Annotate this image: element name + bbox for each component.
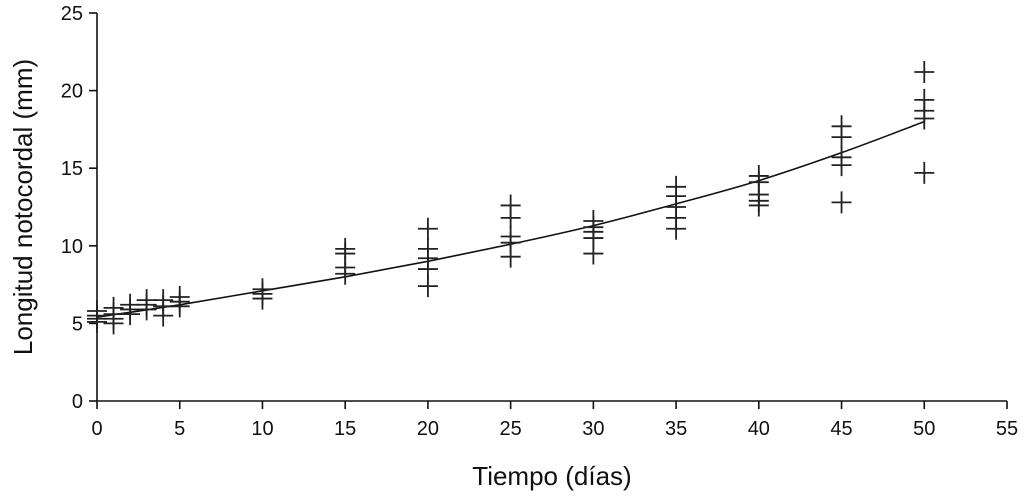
- data-point: [831, 191, 852, 214]
- data-point: [500, 245, 521, 268]
- x-tick-label: 30: [582, 418, 604, 440]
- x-tick-label: 55: [996, 418, 1018, 440]
- x-tick-label: 35: [665, 418, 687, 440]
- data-point: [583, 242, 604, 265]
- data-point: [87, 310, 107, 333]
- data-point: [914, 60, 935, 83]
- x-tick-label: 15: [334, 418, 356, 440]
- data-point: [748, 194, 769, 217]
- y-tick-label: 20: [61, 81, 83, 103]
- data-points: [87, 60, 935, 335]
- x-tick-label: 50: [913, 418, 935, 440]
- data-point: [831, 126, 852, 149]
- data-point: [417, 217, 438, 240]
- x-tick-label: 0: [91, 418, 102, 440]
- data-point: [335, 262, 356, 285]
- y-tick-label: 25: [61, 3, 83, 25]
- x-axis-title: Tiempo (días): [472, 461, 631, 491]
- data-point: [500, 206, 521, 229]
- x-tick-label: 45: [830, 418, 852, 440]
- data-point: [153, 304, 174, 327]
- y-ticks: 0 5 10 15 20 25: [61, 3, 97, 413]
- data-point: [417, 275, 438, 298]
- x-ticks: 0 5 10 15 20 25 30 35 40 45 50 55: [91, 401, 1018, 440]
- data-point: [914, 107, 935, 130]
- y-tick-label: 10: [61, 236, 83, 258]
- axes: [96, 13, 1007, 402]
- data-point: [103, 312, 124, 335]
- data-point: [666, 217, 687, 240]
- x-tick-label: 10: [251, 418, 273, 440]
- x-tick-label: 25: [500, 418, 522, 440]
- y-tick-label: 5: [72, 313, 83, 335]
- x-tick-label: 5: [174, 418, 185, 440]
- data-point: [169, 295, 190, 318]
- data-point: [831, 154, 852, 177]
- x-tick-label: 40: [748, 418, 770, 440]
- x-tick-label: 20: [417, 418, 439, 440]
- data-point: [914, 161, 935, 184]
- y-axis-title: Longitud notocordal (mm): [8, 59, 38, 355]
- data-point: [120, 303, 141, 326]
- y-tick-label: 15: [61, 158, 83, 180]
- data-point: [136, 298, 157, 321]
- y-tick-label: 0: [72, 391, 83, 413]
- data-point: [252, 287, 273, 310]
